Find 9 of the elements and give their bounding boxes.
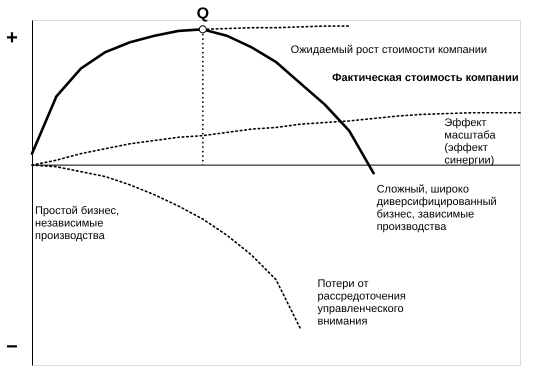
text: + <box>6 27 18 49</box>
series-label: Потери от рассредоточения управленческого внимания <box>317 278 406 328</box>
series-label: Эффект масштаба (эффект синергии) <box>444 116 496 166</box>
series-label: Фактическая стоимость компании <box>332 72 519 84</box>
annotation: Сложный, широко диверсифицированный бизнес, зависимые производства <box>376 183 497 233</box>
series-label: Ожидаемый рост стоимости компании <box>290 44 488 56</box>
annotation: Q <box>196 5 210 22</box>
text: − <box>6 336 18 358</box>
annotation: Простой бизнес, независимые производства <box>35 205 120 242</box>
